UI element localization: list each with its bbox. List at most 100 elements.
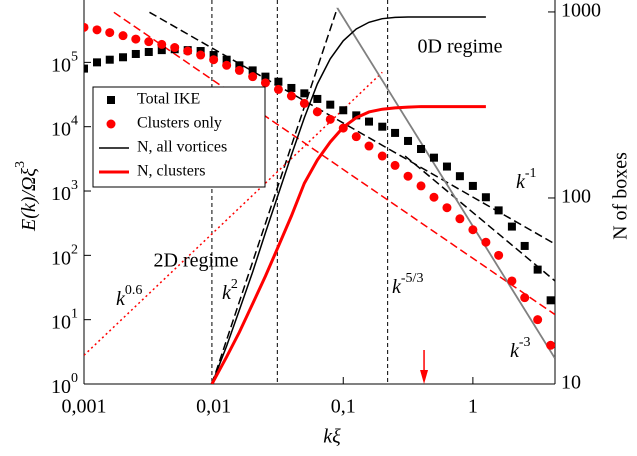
plot-area [84, 0, 555, 384]
arrow-head [420, 370, 429, 384]
y-tick-label-exp: 2 [71, 243, 78, 258]
guide-label-base: k [116, 288, 126, 310]
data-point [248, 72, 258, 82]
legend-label: Total IKE [137, 91, 200, 108]
guide-label: k2 [222, 277, 238, 303]
legend-label: Clusters only [137, 115, 222, 132]
x-tick-label: 0,1 [331, 396, 356, 418]
data-point [494, 250, 504, 260]
y-tick-label-base: 10 [51, 247, 71, 269]
y-axis-label-base: E(k)/Ωξ [18, 168, 40, 232]
data-point [533, 265, 542, 274]
data-point [118, 31, 128, 41]
guide-label-exp: -1 [525, 166, 537, 181]
data-point [209, 51, 218, 60]
y2-tick-label: 10 [561, 372, 581, 394]
x-axis-label: kξ [323, 426, 341, 448]
data-point [300, 89, 309, 98]
data-point [417, 144, 426, 153]
data-point [326, 100, 335, 109]
data-point [196, 50, 206, 60]
y-tick-label-exp: 4 [71, 114, 78, 129]
power-law-guide [149, 11, 555, 245]
data-point [377, 151, 387, 161]
guide-label: k-1 [516, 166, 537, 192]
data-point [507, 276, 517, 286]
legend-label: N, all vortices [137, 139, 227, 156]
data-point [403, 171, 413, 181]
legend-marker [107, 96, 115, 104]
data-point [170, 43, 180, 53]
x-tick-label: 1 [468, 396, 478, 418]
data-point [84, 22, 89, 32]
data-point [157, 39, 167, 49]
data-point [260, 78, 270, 88]
guide-label-exp: -5/3 [401, 271, 424, 286]
data-point [468, 225, 478, 235]
data-point [131, 49, 140, 58]
y-tick-label-exp: 3 [71, 178, 78, 193]
data-point [274, 77, 283, 86]
data-point [442, 203, 452, 213]
data-point [352, 111, 361, 120]
data-point [119, 53, 128, 62]
y2-axis-label: N of boxes [610, 152, 632, 240]
power-law-guide [113, 11, 555, 316]
y-tick-label-exp: 1 [71, 307, 78, 322]
data-point [312, 107, 322, 117]
power-law-guide [84, 71, 383, 356]
data-point [455, 214, 465, 224]
guide-label: k-3 [510, 335, 531, 361]
data-point [84, 64, 88, 73]
y-tick-label-exp: 5 [71, 50, 78, 65]
data-point [234, 65, 244, 75]
y-axis-label: E(k)/Ωξ3 [13, 161, 39, 232]
data-line [210, 105, 486, 384]
data-point [248, 66, 257, 75]
guide-label-base: k [392, 276, 402, 298]
data-point [442, 162, 451, 171]
data-point [455, 172, 464, 181]
data-point [468, 181, 477, 190]
data-point [365, 117, 374, 126]
y-tick-label: 105 [51, 50, 78, 76]
guide-label-base: k [510, 340, 520, 362]
legend-marker [106, 119, 116, 129]
data-point [481, 237, 491, 247]
y-tick-label-base: 10 [51, 118, 71, 140]
data-line [211, 16, 486, 384]
data-point [494, 206, 503, 215]
data-point [364, 141, 374, 151]
guide-label-base: k [222, 282, 232, 304]
data-point [157, 46, 166, 55]
data-point [391, 128, 400, 137]
data-point [183, 46, 193, 56]
data-point [209, 55, 219, 65]
data-point [507, 222, 516, 231]
data-point [235, 61, 244, 70]
data-point [325, 114, 335, 124]
y2-tick-label: 1000 [561, 0, 601, 22]
data-point [533, 315, 543, 325]
data-point [313, 94, 322, 103]
annotation: 0D regime [418, 36, 503, 58]
data-point [416, 181, 426, 191]
y-tick-label: 102 [51, 243, 78, 269]
data-point [299, 98, 309, 108]
data-point [481, 193, 490, 202]
power-law-guide [404, 155, 555, 282]
y-tick-label-base: 10 [51, 311, 71, 333]
data-point [546, 296, 555, 305]
data-point [520, 293, 530, 303]
guide-label-exp: 2 [231, 277, 238, 292]
y-tick-label-exp: 0 [71, 371, 78, 386]
y-tick-label: 103 [51, 178, 78, 204]
data-point [404, 136, 413, 145]
data-point [222, 60, 232, 70]
data-point [131, 34, 141, 44]
y-tick-label: 101 [51, 307, 78, 333]
y2-tick-label: 100 [561, 186, 591, 208]
data-point [520, 241, 529, 250]
